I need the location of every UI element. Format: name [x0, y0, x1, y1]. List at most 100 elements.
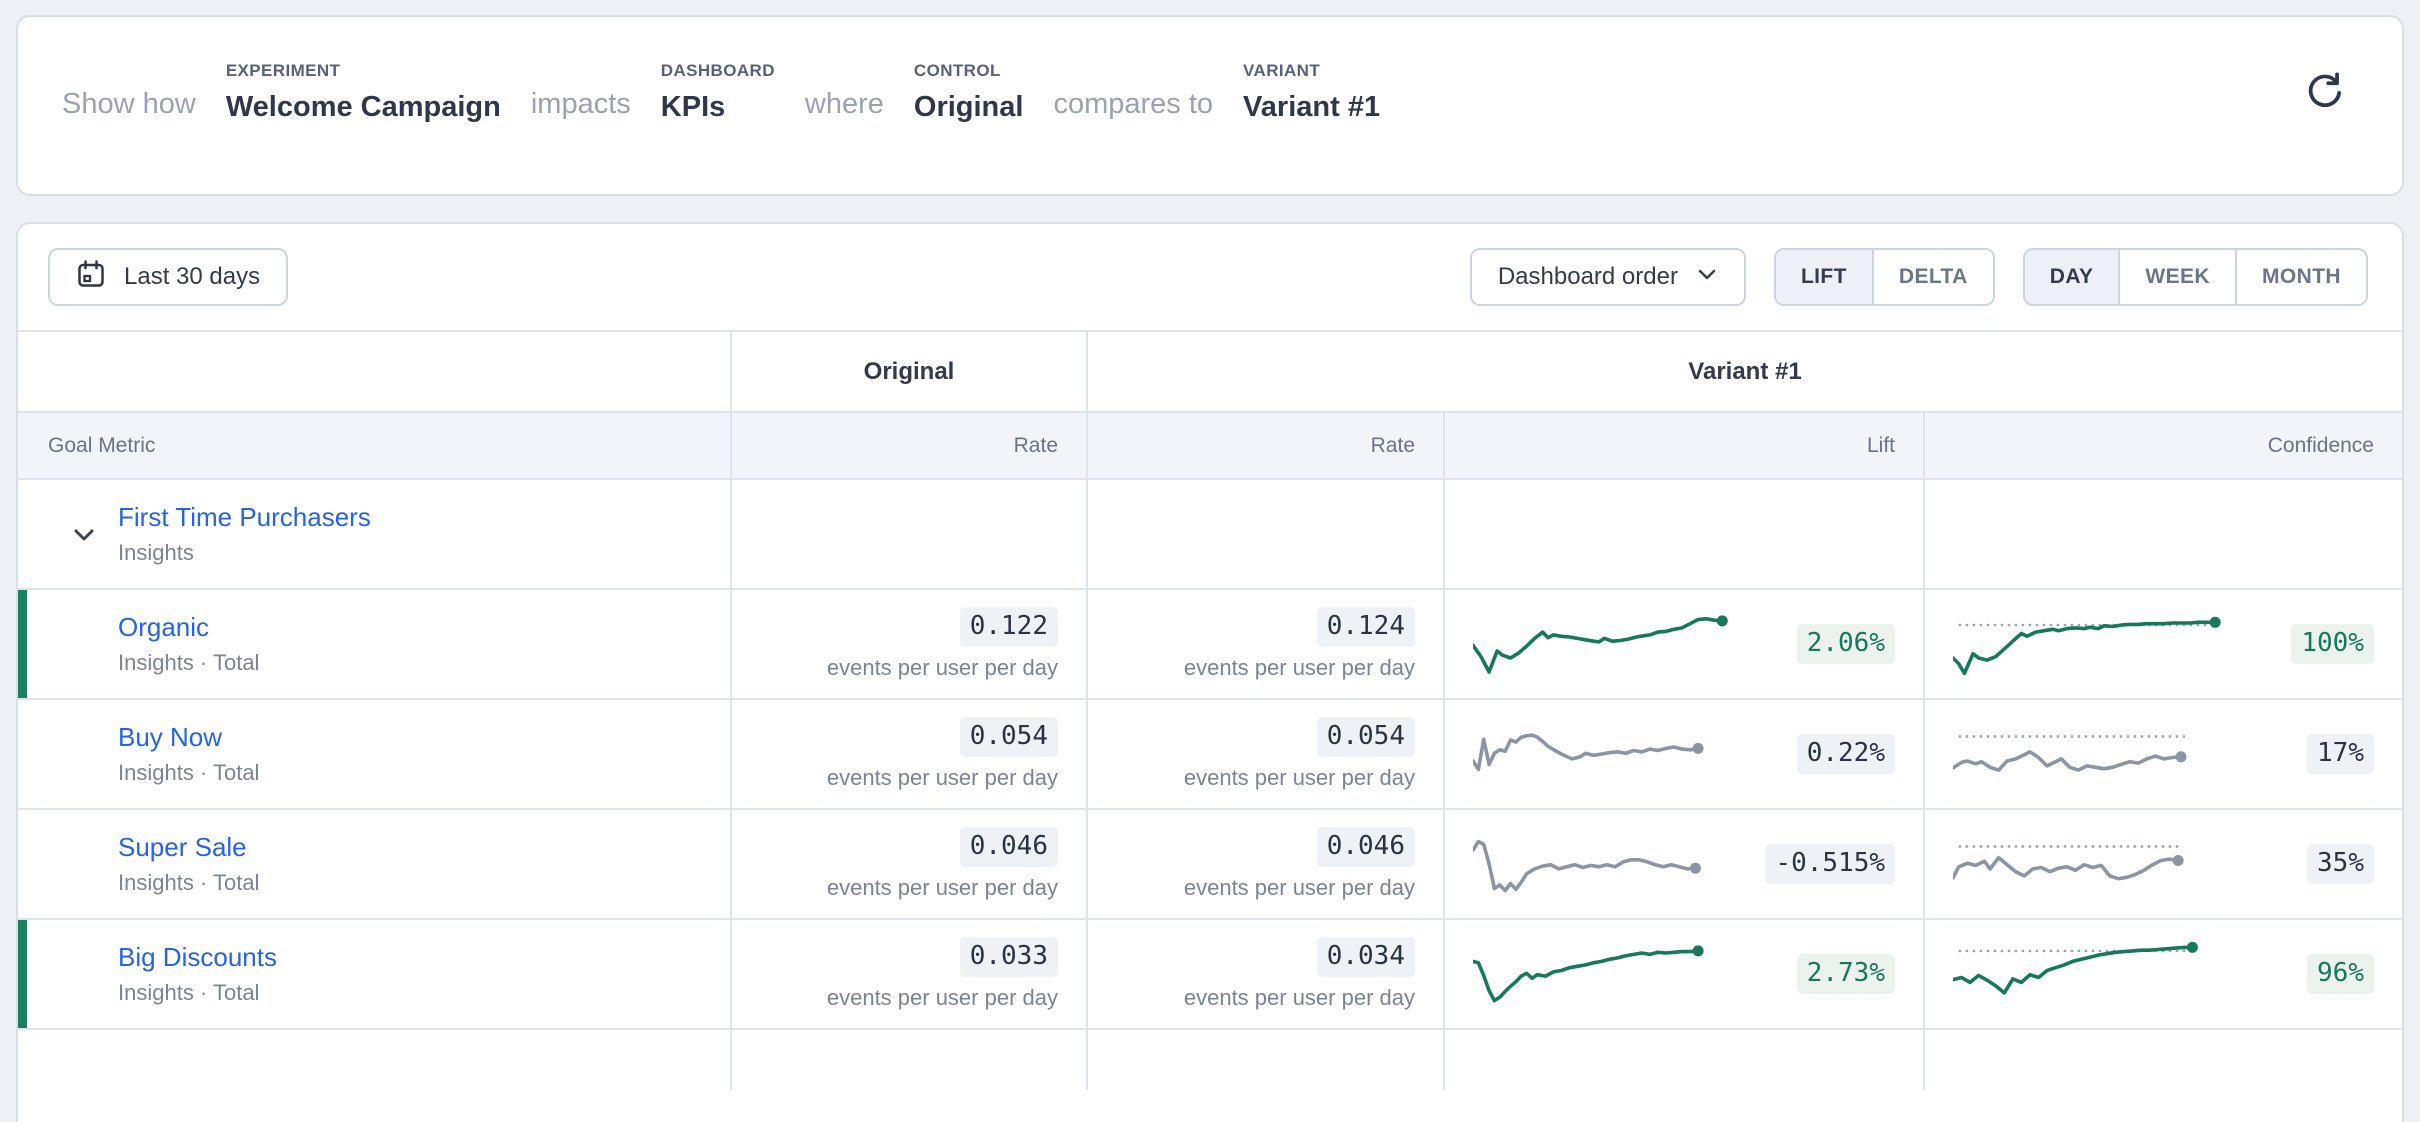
lift-cell: 0.22%: [1443, 700, 1923, 808]
control-rate-cell: 0.122 events per user per day: [730, 590, 1086, 698]
rate-value: 0.054: [959, 717, 1058, 757]
empty-cell: [1923, 1030, 2402, 1090]
variant-rate-cell: 0.054 events per user per day: [1086, 700, 1443, 808]
chevron-down-icon[interactable]: [70, 524, 98, 551]
rate-unit: events per user per day: [1183, 874, 1415, 900]
metric-source: Insights · Total: [118, 650, 260, 676]
date-range-button[interactable]: Last 30 days: [48, 248, 289, 306]
toggle-delta[interactable]: DELTA: [1871, 250, 1993, 304]
confidence-cell: 17%: [1923, 700, 2402, 808]
refresh-icon: [2303, 69, 2345, 114]
col-header-goal-metric: Goal Metric: [48, 433, 156, 457]
metric-source: Insights · Total: [118, 870, 260, 896]
table-row: Organic Insights · Total 0.122 events per u…: [18, 590, 2402, 700]
control-value: Original: [913, 91, 1024, 123]
empty-cell: [1443, 480, 1923, 588]
goal-metric-cell: Organic Insights · Total: [18, 590, 730, 698]
kpi-table: Original Variant #1 Goal Metric Rate Rat…: [18, 330, 2402, 1090]
lift-delta-toggle: LIFT DELTA: [1773, 248, 1995, 306]
rate-unit: events per user per day: [826, 874, 1058, 900]
dashboard-picker[interactable]: DASHBOARD KPIs: [661, 61, 775, 124]
rate-value: 0.034: [1316, 937, 1415, 977]
variant-value: Variant #1: [1243, 91, 1381, 123]
positive-accent-bar: [18, 590, 27, 698]
table-row-partial: [18, 1030, 2402, 1090]
rate-value: 0.033: [959, 937, 1058, 977]
confidence-value: 96%: [2307, 954, 2374, 994]
experiment-picker[interactable]: EXPERIMENT Welcome Campaign: [226, 61, 501, 124]
metric-source: Insights: [118, 540, 194, 566]
metric-link[interactable]: Super Sale: [118, 831, 247, 862]
rate-unit: events per user per day: [1183, 654, 1415, 680]
toolbar: Last 30 days Dashboard order LIFT DELTA D…: [18, 224, 2402, 330]
super-sale-confidence-sparkline: [1953, 845, 2184, 881]
confidence-value: 35%: [2307, 844, 2374, 884]
toggle-week[interactable]: WEEK: [2118, 250, 2235, 304]
big-discounts-lift-sparkline: [1473, 945, 1704, 1003]
lift-value: -0.515%: [1765, 844, 1895, 884]
toggle-month[interactable]: MONTH: [2235, 250, 2366, 304]
confidence-cell: 96%: [1923, 920, 2402, 1028]
variant-picker[interactable]: VARIANT Variant #1: [1243, 61, 1380, 124]
goal-metric-cell: Buy Now Insights · Total: [18, 700, 730, 808]
day-week-month-toggle: DAY WEEK MONTH: [2022, 248, 2368, 306]
table-group-header-row: Original Variant #1: [18, 332, 2402, 413]
metric-link[interactable]: First Time Purchasers: [118, 501, 371, 532]
control-rate-cell: 0.046 events per user per day: [730, 810, 1086, 918]
empty-cell: [1923, 480, 2402, 588]
experiment-sentence: Show how EXPERIMENT Welcome Campaign imp…: [18, 17, 2402, 124]
dashboard-order-dropdown[interactable]: Dashboard order: [1469, 248, 1746, 306]
rate-unit: events per user per day: [826, 764, 1058, 790]
rate-unit: events per user per day: [1183, 764, 1415, 790]
empty-cell: [1086, 1030, 1443, 1090]
big-discounts-confidence-sparkline: [1953, 941, 2198, 995]
metric-link[interactable]: Big Discounts: [118, 941, 277, 972]
confidence-value: 17%: [2307, 734, 2374, 774]
variant-label: VARIANT: [1243, 61, 1321, 80]
col-header-lift: Lift: [1443, 413, 1923, 478]
col-header-rate-variant: Rate: [1086, 413, 1443, 478]
metric-link[interactable]: Organic: [118, 611, 210, 642]
confidence-value: 100%: [2291, 624, 2374, 664]
rate-value: 0.046: [1316, 827, 1415, 867]
organic-confidence-sparkline: [1953, 616, 2221, 676]
col-header-rate-control: Rate: [730, 413, 1086, 478]
lift-value: 0.22%: [1796, 734, 1895, 774]
table-row: Super Sale Insights · Total 0.046 events pe…: [18, 810, 2402, 920]
metric-source: Insights · Total: [118, 760, 260, 786]
rate-unit: events per user per day: [826, 984, 1058, 1010]
control-rate-cell: 0.054 events per user per day: [730, 700, 1086, 808]
organic-lift-sparkline: [1473, 615, 1728, 674]
empty-cell: [18, 1030, 730, 1090]
variant-group-header: Variant #1: [1086, 332, 2402, 411]
rate-unit: events per user per day: [826, 654, 1058, 680]
sentence-word: compares to: [1053, 88, 1214, 120]
col-header-confidence: Confidence: [1923, 413, 2402, 478]
experiment-banner: Show how EXPERIMENT Welcome Campaign imp…: [16, 15, 2404, 196]
lift-value: 2.73%: [1796, 954, 1895, 994]
positive-accent-bar: [18, 920, 27, 1028]
rate-value: 0.046: [959, 827, 1058, 867]
refresh-button[interactable]: [2298, 65, 2350, 117]
toggle-day[interactable]: DAY: [2024, 250, 2119, 304]
toggle-lift[interactable]: LIFT: [1775, 250, 1872, 304]
lift-cell: -0.515%: [1443, 810, 1923, 918]
variant-rate-cell: 0.124 events per user per day: [1086, 590, 1443, 698]
dashboard-label: DASHBOARD: [660, 61, 775, 80]
dashboard-order-label: Dashboard order: [1497, 263, 1678, 290]
empty-cell: [1443, 1030, 1923, 1090]
chevron-down-icon: [1696, 263, 1718, 292]
rate-value: 0.124: [1316, 607, 1415, 647]
empty-cell: [730, 480, 1086, 588]
table-row: Buy Now Insights · Total 0.054 events per u…: [18, 700, 2402, 810]
lift-cell: 2.06%: [1443, 590, 1923, 698]
dashboard-value: KPIs: [660, 91, 726, 123]
control-picker[interactable]: CONTROL Original: [914, 61, 1024, 124]
goal-metric-cell: Super Sale Insights · Total: [18, 810, 730, 918]
variant-rate-cell: 0.046 events per user per day: [1086, 810, 1443, 918]
control-rate-cell: 0.033 events per user per day: [730, 920, 1086, 1028]
table-column-header-row: Goal Metric Rate Rate Lift Confidence: [18, 413, 2402, 480]
lift-cell: 2.73%: [1443, 920, 1923, 1028]
goal-metric-cell: Big Discounts Insights · Total: [18, 920, 730, 1028]
metric-link[interactable]: Buy Now: [118, 721, 223, 752]
